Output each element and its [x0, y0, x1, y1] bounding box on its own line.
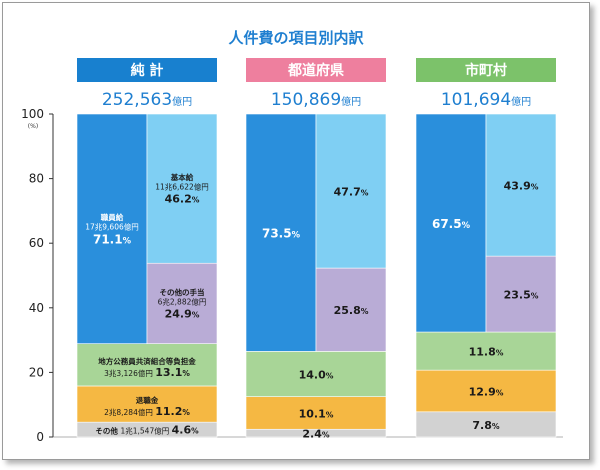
segment-value: 25.8% — [334, 304, 369, 317]
percent-sign: % — [496, 388, 504, 397]
segment-name: その他 — [95, 426, 120, 436]
segment-value: 11.2 — [155, 405, 182, 418]
percent-sign: % — [192, 196, 200, 205]
segment-name: 退職金 — [136, 395, 159, 405]
chart-frame: 人件費の項目別内訳 (%) 0 20 40 60 80 100 純 計 252,563億円そ… — [2, 2, 590, 460]
percent-sign: % — [361, 189, 369, 198]
column-header-label: 純 計 — [131, 62, 164, 79]
segment-value: 73.5% — [262, 227, 301, 241]
segment-value: 13.1 — [155, 366, 182, 379]
column-total-value: 252,563 — [102, 90, 172, 110]
column-header-label: 市町村 — [465, 62, 507, 79]
percent-sign: % — [326, 372, 334, 381]
bar-segment-kyosai — [245, 351, 387, 397]
segment-value: 7.8% — [472, 419, 500, 432]
percent-sign: % — [492, 422, 500, 431]
percent-sign: % — [326, 410, 334, 419]
y-tick-label: 80 — [29, 172, 44, 186]
percent-sign: % — [182, 369, 190, 378]
y-tick-label: 20 — [29, 365, 44, 379]
segment-amount: 2兆8,284億円 — [104, 407, 155, 417]
segment-value: 71.1% — [93, 232, 132, 246]
bar-column-2: 市町村 101,694億円 7.8% 12.9% 11.8% 67.5% 23.5% 43.9… — [415, 58, 557, 438]
y-tick-label: 100 — [21, 107, 44, 121]
segment-value: 46.2% — [165, 193, 200, 206]
bar-segment-sonota — [415, 411, 557, 438]
column-total-unit: 億円 — [172, 95, 192, 108]
y-tick-label: 60 — [29, 236, 44, 250]
segment-name: 基本給 — [170, 172, 194, 182]
bar-segment-shokuinkyu — [245, 113, 317, 352]
segment-value: 14.0% — [299, 369, 334, 382]
segment-value: 43.9% — [504, 180, 539, 193]
segment-amount: 6兆2,882億円 — [158, 296, 207, 306]
segment-value: 23.5% — [504, 289, 539, 302]
bar-column-1: 都道府県 150,869億円 2.4% 10.1% 14.0% 73.5% 25.8% 47.… — [245, 58, 387, 441]
bar-segment-teate — [485, 255, 557, 333]
segment-label-row: その他 1兆1,547億円 4.6% — [95, 424, 199, 437]
column-total-value: 101,694 — [441, 90, 511, 110]
segment-value: 47.7% — [334, 186, 369, 199]
column-total-value: 150,869 — [271, 90, 341, 110]
segment-value: 4.6 — [172, 424, 192, 437]
percent-sign: % — [123, 235, 132, 245]
percent-sign: % — [496, 349, 504, 358]
segment-amount-value: 3兆3,126億円 13.1% — [104, 366, 190, 379]
percent-sign: % — [192, 310, 200, 319]
segment-name: 地方公務員共済組合等負担金 — [98, 356, 196, 366]
column-header-band — [416, 58, 556, 82]
bar-segment-kihonkyu — [315, 113, 387, 269]
column-header-band — [246, 58, 386, 82]
segment-amount: 17兆9,606億円 — [85, 221, 139, 231]
bar-segment-taishoku — [76, 385, 218, 423]
column-header-band — [77, 58, 217, 82]
segment-amount: 3兆3,126億円 — [104, 368, 155, 378]
percent-sign: % — [361, 307, 369, 316]
segment-name: 職員給 — [101, 212, 124, 222]
bar-segment-kihonkyu — [485, 113, 557, 257]
percent-sign: % — [292, 230, 301, 240]
column-total: 101,694億円 — [441, 90, 531, 110]
chart-title: 人件費の項目別内訳 — [228, 29, 364, 47]
bar-segment-kyosai — [76, 343, 218, 387]
bar-segment-shokuinkyu — [76, 113, 148, 344]
segment-value: 11.8% — [469, 346, 504, 359]
percent-sign: % — [531, 183, 539, 192]
segment-name: その他の手当 — [160, 287, 205, 297]
segment-amount: 11兆6,622億円 — [155, 182, 209, 192]
column-total-unit: 億円 — [511, 95, 531, 108]
percent-sign: % — [462, 220, 471, 230]
y-tick-label: 40 — [29, 301, 44, 315]
segment-value: 12.9% — [469, 385, 504, 398]
column-header-label: 都道府県 — [287, 62, 344, 79]
segment-amount: 1兆1,547億円 — [120, 426, 171, 436]
bar-segment-taishoku — [245, 396, 387, 430]
segment-amount-value: 2兆8,284億円 11.2% — [104, 405, 190, 418]
y-tick-label: 0 — [36, 430, 44, 444]
column-total-unit: 億円 — [341, 95, 361, 108]
segment-value: 2.4% — [302, 428, 330, 441]
percent-sign: % — [531, 292, 539, 301]
segment-value: 67.5% — [432, 217, 471, 231]
segment-value: 24.9% — [165, 307, 200, 320]
bar-segment-shokuinkyu — [415, 113, 487, 333]
bar-segment-taishoku — [415, 369, 557, 413]
column-total: 150,869億円 — [271, 90, 361, 110]
y-unit-label: (%) — [28, 123, 38, 130]
column-total: 252,563億円 — [102, 90, 192, 110]
percent-sign: % — [182, 408, 190, 417]
percent-sign: % — [322, 431, 330, 440]
percent-sign: % — [191, 427, 199, 436]
bar-segment-kyosai — [415, 331, 557, 371]
bar-segment-teate — [146, 262, 218, 344]
bar-segment-kihonkyu — [146, 113, 218, 264]
segment-value: 10.1% — [299, 407, 334, 420]
